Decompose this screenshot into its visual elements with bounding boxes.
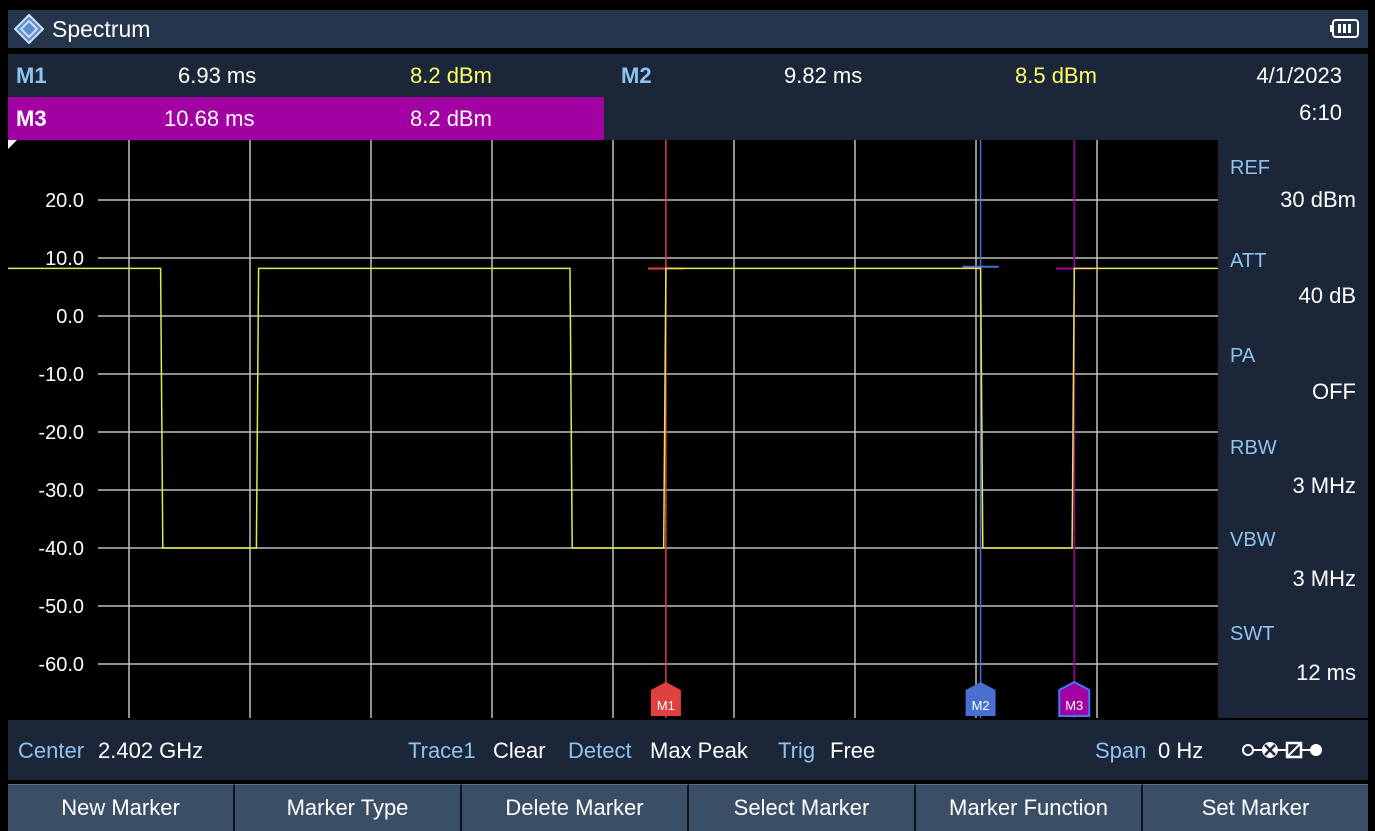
pa-label[interactable]: PA	[1230, 345, 1256, 367]
marker-m3-flag[interactable]	[1058, 680, 1091, 717]
trace-label[interactable]: Trace1	[408, 738, 476, 763]
marker-m1-flag[interactable]	[650, 682, 681, 716]
time-text: 6:10	[1299, 100, 1342, 125]
marker-m1-flag-label: M1	[657, 698, 675, 713]
new-marker-button[interactable]: New Marker	[8, 784, 235, 831]
marker-type-button[interactable]: Marker Type	[235, 784, 462, 831]
marker-row-filler	[604, 97, 1218, 140]
marker-m2-label[interactable]: M2	[621, 63, 652, 88]
app-title: Spectrum	[52, 15, 151, 42]
datetime-display: 4/1/2023 6:10	[1218, 54, 1368, 140]
y-tick-label: 20.0	[45, 190, 84, 212]
y-tick-label-bg	[28, 532, 86, 560]
center-value[interactable]: 2.402 GHz	[98, 738, 204, 763]
rbw-value[interactable]: 3 MHz	[1292, 473, 1356, 498]
vbw-value[interactable]: 3 MHz	[1292, 566, 1356, 591]
marker-function-button[interactable]: Marker Function	[916, 784, 1143, 831]
marker-m2-flag-label: M2	[972, 698, 990, 713]
title-bar: Spectrum	[8, 10, 1368, 48]
ref-label[interactable]: REF	[1230, 157, 1270, 179]
softkey-bar: New Marker Marker Type Delete Marker Sel…	[8, 784, 1368, 831]
ref-value[interactable]: 30 dBm	[1280, 187, 1356, 212]
trace-chart[interactable]: 20.0 10.0 0.0 -10.0 -20.0 -30.0 -40.0 -50.0 -60.…	[0, 140, 1218, 718]
status-bar: Center 2.402 GHz Trace1 Clear Detect Max…	[8, 720, 1218, 780]
settings-sidebar: REF 30 dBm ATT 40 dB PA OFF RBW 3 MHz VB…	[1218, 140, 1368, 718]
swt-value[interactable]: 12 ms	[1296, 660, 1356, 685]
y-tick-label-bg	[28, 242, 86, 270]
y-tick-label: -60.0	[38, 654, 84, 676]
marker-m1-label[interactable]: M1	[16, 63, 47, 88]
status-icon-area	[1218, 720, 1368, 780]
marker-m3-flag-label: M3	[1065, 698, 1083, 713]
connection-status-icon	[1242, 741, 1322, 759]
detect-value[interactable]: Max Peak	[650, 738, 748, 763]
att-label[interactable]: ATT	[1230, 250, 1267, 272]
y-tick-label-bg	[28, 184, 86, 212]
swt-label[interactable]: SWT	[1230, 623, 1275, 645]
span-label[interactable]: Span	[1095, 738, 1147, 763]
marker-m1-time: 6.93 ms	[178, 63, 257, 88]
rbw-label[interactable]: RBW	[1230, 437, 1277, 459]
y-tick-label: -10.0	[38, 364, 84, 386]
span-value[interactable]: 0 Hz	[1158, 738, 1204, 763]
y-tick-label: -40.0	[38, 538, 84, 560]
marker-m3-level: 8.2 dBm	[410, 106, 492, 131]
trig-label[interactable]: Trig	[778, 738, 816, 763]
y-tick-label-bg	[28, 474, 86, 502]
y-tick-label-bg	[28, 358, 86, 386]
plot-corner-indicator	[8, 140, 17, 149]
vbw-label[interactable]: VBW	[1230, 529, 1276, 551]
marker-m2-level: 8.5 dBm	[1015, 63, 1097, 88]
y-tick-label: -30.0	[38, 480, 84, 502]
y-tick-label: 0.0	[56, 306, 84, 328]
rs-diamond-icon	[14, 14, 44, 44]
marker-readout-row-2-active[interactable]: M3 10.68 ms 8.2 dBm	[8, 97, 604, 140]
trig-value[interactable]: Free	[830, 738, 876, 763]
trace-1-line	[0, 267, 1218, 549]
set-marker-button[interactable]: Set Marker	[1143, 784, 1368, 831]
date-text: 4/1/2023	[1256, 63, 1342, 88]
y-tick-label-bg	[28, 648, 86, 676]
marker-m3-time: 10.68 ms	[164, 106, 255, 131]
center-label[interactable]: Center	[18, 738, 85, 763]
delete-marker-button[interactable]: Delete Marker	[462, 784, 689, 831]
marker-m1-level: 8.2 dBm	[410, 63, 492, 88]
y-tick-label: 10.0	[45, 248, 84, 270]
trace-value[interactable]: Clear	[493, 738, 546, 763]
select-marker-button[interactable]: Select Marker	[689, 784, 916, 831]
marker-readout-row-1: M1 6.93 ms 8.2 dBm M2 9.82 ms 8.5 dBm	[8, 54, 1218, 97]
y-tick-label: -20.0	[38, 422, 84, 444]
pa-value[interactable]: OFF	[1312, 379, 1356, 404]
spectrum-plot[interactable]: 20.0 10.0 0.0 -10.0 -20.0 -30.0 -40.0 -50.0 -60.…	[0, 140, 1218, 718]
y-tick-label-bg	[28, 416, 86, 444]
marker-m2-time: 9.82 ms	[784, 63, 863, 88]
att-value[interactable]: 40 dB	[1298, 283, 1357, 308]
marker-m3-label[interactable]: M3	[16, 106, 47, 131]
y-tick-label-bg	[28, 300, 86, 328]
detect-label[interactable]: Detect	[568, 738, 632, 763]
marker-m2-flag[interactable]	[965, 682, 996, 716]
y-tick-label: -50.0	[38, 596, 84, 618]
y-tick-label-bg	[28, 590, 86, 618]
battery-icon	[1330, 19, 1359, 38]
